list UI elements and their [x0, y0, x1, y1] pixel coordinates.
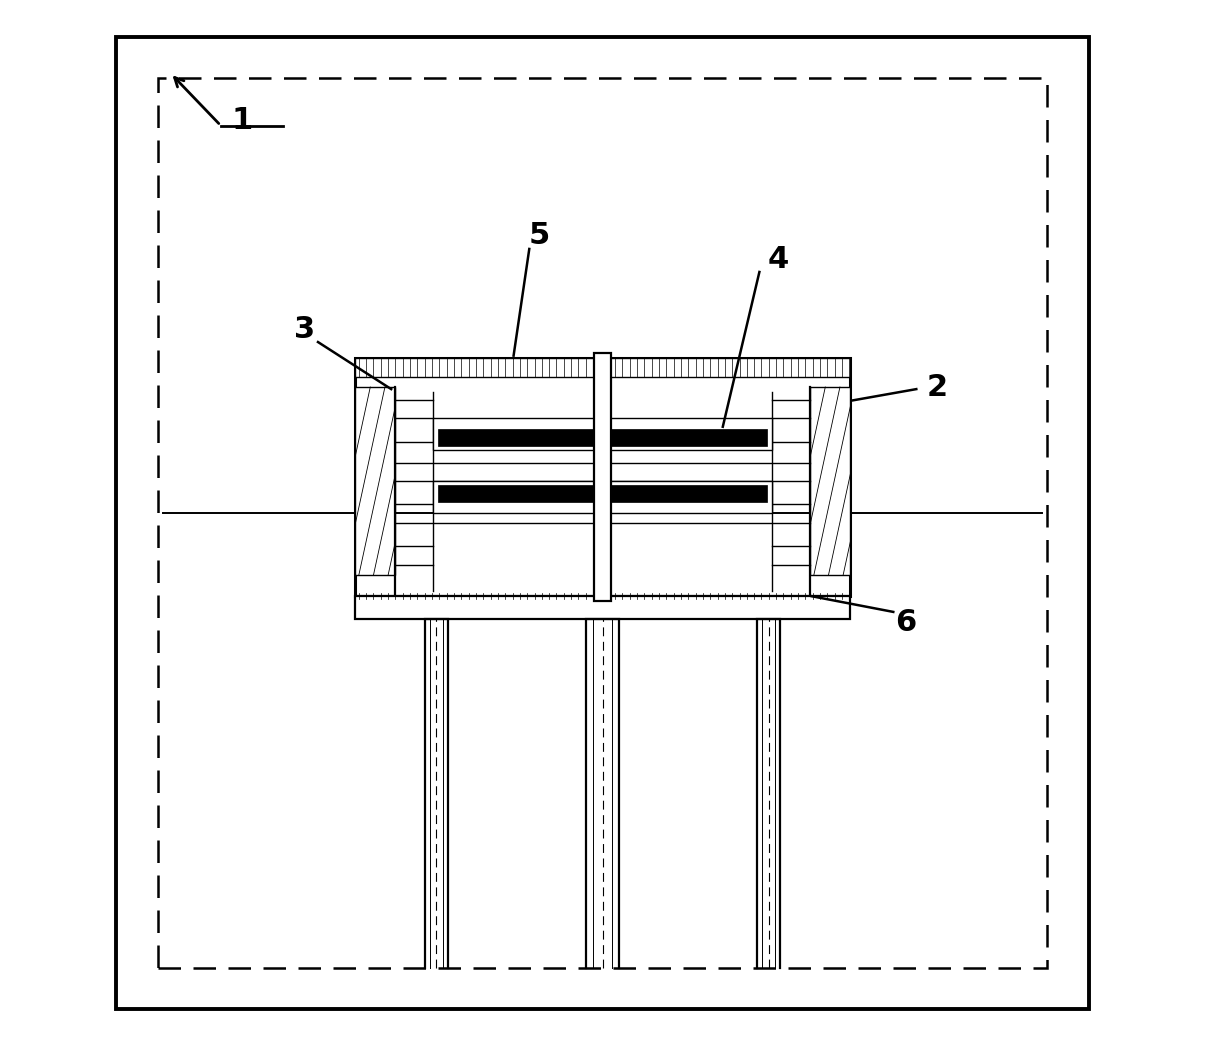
- Bar: [354, 358, 851, 377]
- Text: 1: 1: [231, 106, 252, 135]
- Text: 2: 2: [927, 372, 948, 402]
- Bar: [594, 353, 611, 601]
- Bar: [810, 387, 851, 575]
- Bar: [433, 418, 772, 450]
- Bar: [158, 78, 1047, 968]
- Bar: [354, 358, 851, 596]
- Text: 5: 5: [529, 221, 551, 250]
- Text: 4: 4: [768, 245, 789, 274]
- Bar: [354, 387, 395, 575]
- Bar: [439, 485, 766, 502]
- Bar: [433, 481, 772, 513]
- Bar: [354, 596, 851, 619]
- Text: 3: 3: [294, 315, 315, 344]
- Text: 6: 6: [895, 608, 917, 637]
- Bar: [439, 429, 766, 446]
